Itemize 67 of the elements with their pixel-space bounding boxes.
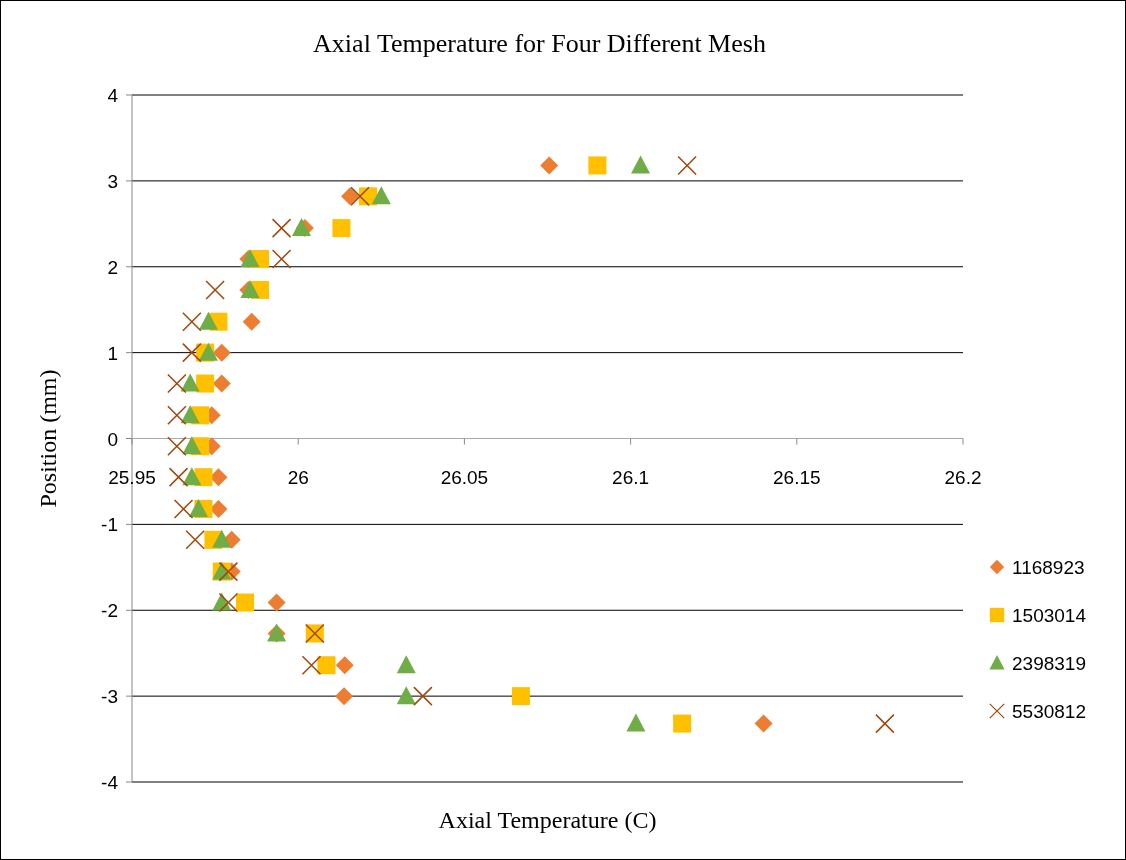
point [626,713,646,732]
y-tick-label: -1 [101,514,118,536]
point [267,593,286,612]
x-tick-label: 26.2 [944,466,982,488]
point [182,436,202,455]
y-tick-label: 0 [107,428,118,450]
x-axis-title: Axial Temperature (C) [438,807,657,833]
point [182,342,202,363]
x-tick-label: 26 [287,466,309,488]
point [188,498,208,517]
point [196,374,215,393]
legend-label: 1168923 [1012,557,1085,578]
point [754,714,773,733]
point [236,593,255,612]
point [198,311,218,330]
point [167,436,187,456]
y-tick-label: 3 [107,170,118,192]
y-tick-label: 2 [107,256,118,278]
y-tick-label: -4 [101,772,119,793]
point [185,530,205,550]
point [332,219,351,238]
x-tick-label: 25.95 [108,466,156,488]
point [875,713,895,734]
legend-label: 5530812 [1012,701,1086,722]
point [396,655,416,674]
point [212,374,231,393]
point [212,529,232,548]
point [205,280,225,300]
point [371,186,391,205]
x-tick-label: 26.05 [440,466,489,488]
legend-label: 1503014 [1012,605,1087,626]
point [212,343,231,362]
x-tick-label: 26.15 [773,466,821,488]
point [168,467,189,487]
point [335,656,354,675]
point [631,155,651,174]
point [182,467,202,486]
point [271,249,292,269]
point [242,312,261,331]
point [588,156,607,175]
point [677,155,697,176]
point [271,218,292,238]
point [673,714,692,733]
y-axis-title: Position (mm) [35,369,61,508]
y-tick-label: -3 [101,686,118,708]
point [350,186,370,207]
point [341,187,360,206]
y-tick-label: 4 [107,85,119,106]
point [396,686,416,705]
point [167,405,187,426]
chart-title: Axial Temperature for Four Different Mesh [313,29,766,58]
y-tick-label: -2 [101,600,118,622]
point [317,656,336,675]
point [335,687,354,706]
point [167,373,187,394]
point [511,687,530,706]
point [180,373,200,392]
point [301,655,322,675]
legend-label: 2398319 [1012,653,1086,674]
y-tick-label: 1 [107,342,118,364]
point [180,405,200,424]
point [173,499,194,519]
point [413,686,433,706]
point [182,311,202,332]
x-tick-label: 26.1 [612,466,650,488]
point [540,156,559,175]
point [218,592,239,613]
